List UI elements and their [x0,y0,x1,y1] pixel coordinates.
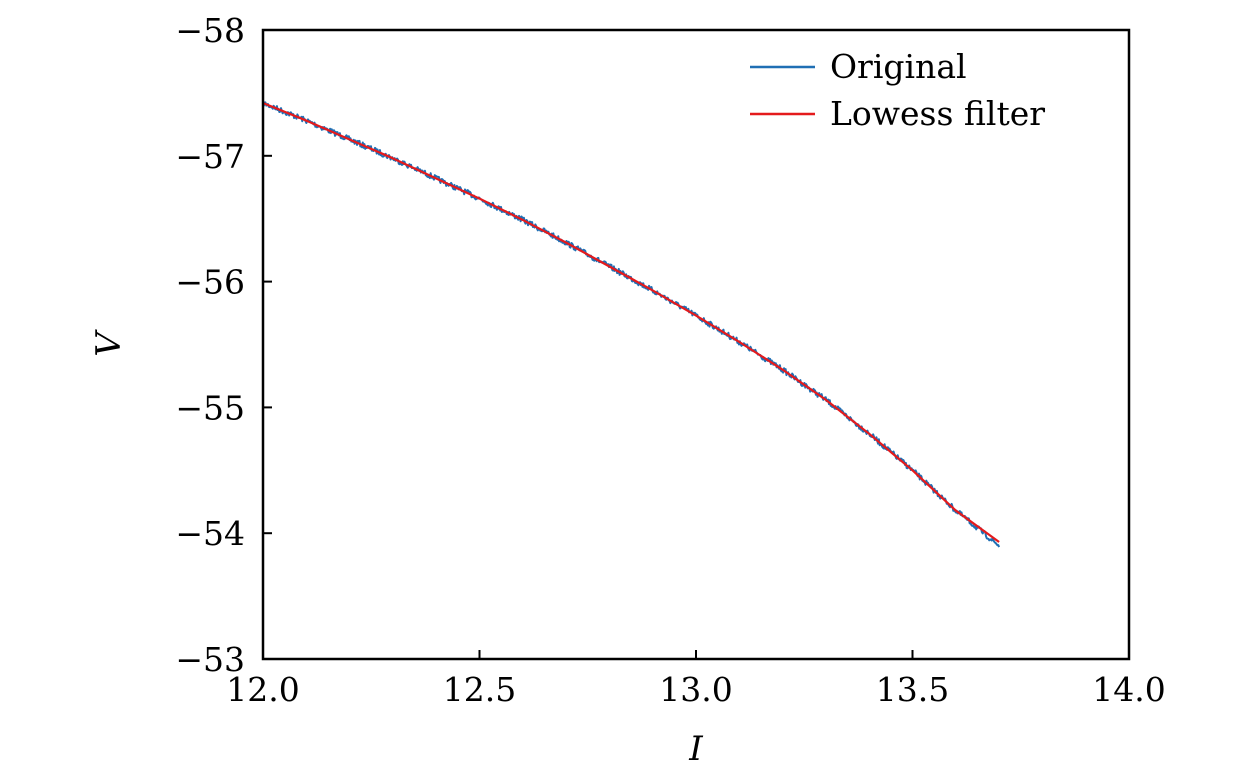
x-tick-label: 14.0 [1092,670,1165,709]
y-tick-label: −57 [175,137,245,176]
y-tick-label: −58 [175,11,245,50]
legend-label-original: Original [830,47,967,86]
y-tick-label: −53 [175,640,245,679]
x-tick-label: 12.0 [226,670,299,709]
x-tick-label: 12.5 [443,670,516,709]
plot-frame [261,28,1131,661]
y-tick-label: −54 [175,514,245,553]
series-line-lowess-filter [262,101,1000,543]
series-line-original [262,99,1001,548]
y-axis-ticks: −58 −57 −56 −55 −54 −53 [175,11,272,679]
series-layer [262,99,1001,548]
y-axis-label: V [89,329,129,357]
legend-label-lowess-filter: Lowess filter [830,94,1045,133]
y-tick-label: −55 [175,388,245,427]
y-tick-label: −56 [175,263,245,302]
x-axis-ticks: 12.0 12.5 13.0 13.5 14.0 [226,650,1166,709]
x-tick-label: 13.5 [876,670,949,709]
x-tick-label: 13.0 [659,670,732,709]
legend: Original Lowess filter [750,47,1045,133]
x-axis-label: I [688,729,703,769]
